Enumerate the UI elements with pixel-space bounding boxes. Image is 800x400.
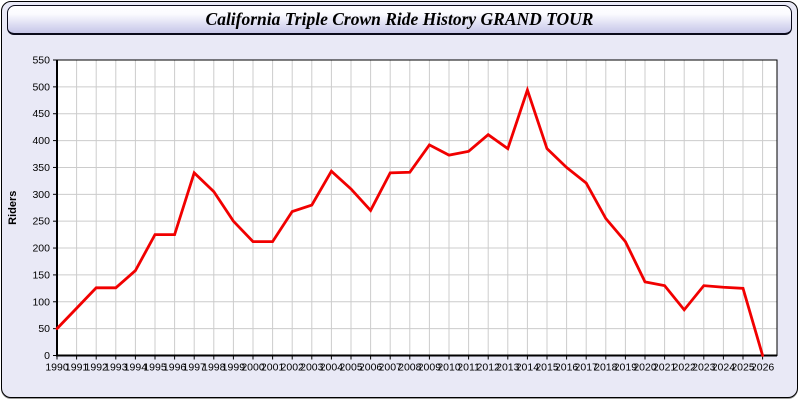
svg-text:2025: 2025 (731, 362, 755, 374)
svg-text:100: 100 (32, 296, 50, 308)
svg-text:2016: 2016 (555, 362, 579, 374)
y-axis-label: Riders (7, 191, 19, 225)
svg-text:2018: 2018 (594, 362, 618, 374)
svg-text:2006: 2006 (359, 362, 383, 374)
svg-text:2007: 2007 (379, 362, 403, 374)
tick-marks (53, 59, 764, 360)
svg-text:2012: 2012 (477, 362, 501, 374)
svg-text:2026: 2026 (751, 362, 775, 374)
svg-text:2022: 2022 (673, 362, 697, 374)
svg-text:250: 250 (32, 216, 50, 228)
y-tick-labels: 0 50 100 150 200 250 300 350 400 450 500 550 (32, 55, 50, 363)
svg-text:2017: 2017 (575, 362, 599, 374)
svg-text:2009: 2009 (418, 362, 442, 374)
svg-text:1994: 1994 (124, 362, 148, 374)
svg-text:2002: 2002 (281, 362, 305, 374)
svg-text:1993: 1993 (104, 362, 128, 374)
svg-text:1992: 1992 (85, 362, 109, 374)
svg-text:50: 50 (38, 323, 50, 335)
svg-text:2005: 2005 (339, 362, 363, 374)
svg-text:350: 350 (32, 162, 50, 174)
svg-text:550: 550 (32, 55, 50, 67)
svg-text:2000: 2000 (241, 362, 265, 374)
svg-text:450: 450 (32, 108, 50, 120)
svg-text:2021: 2021 (653, 362, 677, 374)
svg-text:1999: 1999 (222, 362, 246, 374)
svg-text:200: 200 (32, 243, 50, 255)
svg-text:2011: 2011 (457, 362, 480, 374)
svg-text:300: 300 (32, 189, 50, 201)
svg-text:1990: 1990 (45, 362, 69, 374)
x-tick-labels: 1990199119921993199419951996199719981999… (45, 362, 774, 374)
plot-background (57, 60, 777, 356)
svg-text:2008: 2008 (398, 362, 422, 374)
svg-text:0: 0 (44, 350, 50, 362)
svg-text:2020: 2020 (633, 362, 657, 374)
svg-text:1997: 1997 (183, 362, 207, 374)
svg-text:500: 500 (32, 81, 50, 93)
svg-text:1998: 1998 (202, 362, 226, 374)
chart-title: California Triple Crown Ride History GRA… (205, 9, 594, 29)
svg-text:2023: 2023 (692, 362, 716, 374)
svg-text:2014: 2014 (516, 362, 540, 374)
svg-text:2024: 2024 (712, 362, 736, 374)
svg-text:2004: 2004 (320, 362, 344, 374)
riders-line-chart: 0501001502002503003504004505005501990199… (7, 55, 778, 374)
svg-text:2019: 2019 (614, 362, 638, 374)
svg-text:150: 150 (32, 269, 50, 281)
svg-text:2003: 2003 (300, 362, 324, 374)
svg-text:2013: 2013 (496, 362, 520, 374)
svg-text:1995: 1995 (143, 362, 167, 374)
axes (56, 60, 777, 357)
chart-area: 0 50 100 150 200 250 300 350 400 450 500 550 1990 199… (2, 38, 800, 398)
chart-header: California Triple Crown Ride History GRA… (7, 5, 792, 35)
svg-text:1991: 1991 (65, 362, 89, 374)
svg-text:1996: 1996 (163, 362, 187, 374)
svg-text:2015: 2015 (535, 362, 559, 374)
riders-series-line (55, 85, 764, 357)
svg-text:400: 400 (32, 135, 50, 147)
svg-text:2010: 2010 (437, 362, 461, 374)
grid-lines (57, 60, 777, 356)
svg-text:2001: 2001 (261, 362, 285, 374)
